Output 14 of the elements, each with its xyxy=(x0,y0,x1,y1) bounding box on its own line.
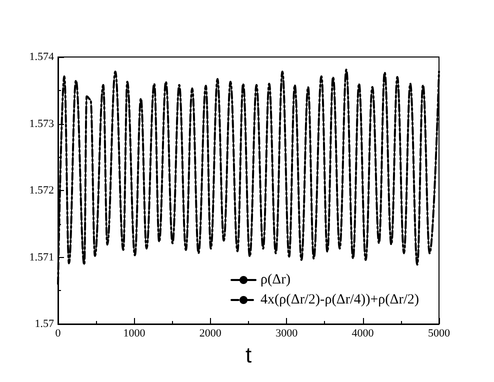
x-tick-label: 1000 xyxy=(123,328,146,340)
y-tick-label: 1.574 xyxy=(29,51,54,63)
y-tick-label: 1.572 xyxy=(29,184,54,196)
y-tick-label: 1.573 xyxy=(29,118,54,130)
legend-label: ρ(Δr) xyxy=(260,272,291,288)
x-axis-title: t xyxy=(245,342,252,368)
x-tick-label: 4000 xyxy=(352,328,374,340)
y-tick-label: 1.57 xyxy=(34,318,54,330)
legend-label: 4x(ρ(Δr/2)-ρ(Δr/4))+ρ(Δr/2) xyxy=(260,292,420,308)
x-tick-label: 3000 xyxy=(276,328,298,340)
y-tick-label: 1.571 xyxy=(29,251,54,264)
x-tick-label: 2000 xyxy=(199,328,222,340)
x-tick-label: 0 xyxy=(55,328,62,340)
x-tick-label: 5000 xyxy=(428,328,450,340)
